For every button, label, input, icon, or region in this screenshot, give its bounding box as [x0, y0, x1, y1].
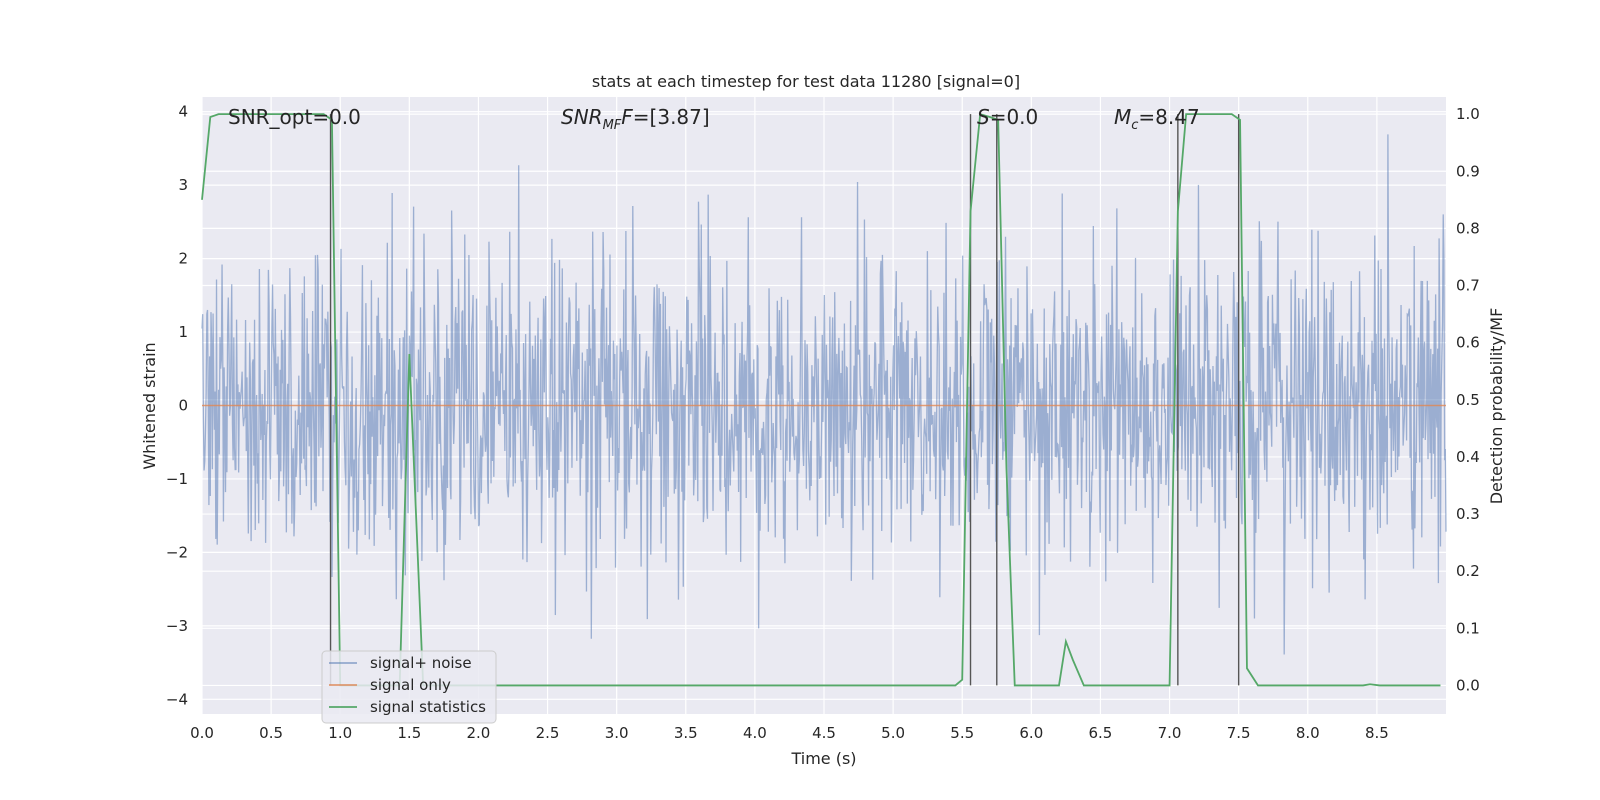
x-tick-label: 5.5: [950, 724, 974, 742]
y2-tick-label: 0.8: [1456, 219, 1480, 237]
x-tick-label: 6.0: [1019, 724, 1043, 742]
x-tick-label: 6.5: [1089, 724, 1113, 742]
y2-tick-label: 0.7: [1456, 277, 1480, 295]
x-tick-label: 2.0: [467, 724, 491, 742]
y-axis-label: Whitened strain: [140, 342, 159, 469]
chart-title: stats at each timestep for test data 112…: [592, 72, 1020, 91]
y2-axis-label: Detection probability/MF: [1487, 308, 1506, 505]
x-tick-label: 5.0: [881, 724, 905, 742]
y-tick-label: 4: [178, 103, 188, 121]
y-tick-label: −2: [166, 543, 188, 561]
x-tick-label: 3.5: [674, 724, 698, 742]
x-tick-label: 8.0: [1296, 724, 1320, 742]
y-tick-label: 3: [178, 176, 188, 194]
legend-label-signal-only: signal only: [370, 676, 451, 694]
y-tick-label: −1: [166, 470, 188, 488]
y-tick-label: −4: [166, 690, 188, 708]
y2-axis-ticks: 1.0 0.9 0.8 0.7 0.6 0.5 0.4 0.3 0.2 0.1 0.0: [1456, 105, 1480, 694]
annotation-snr-mf: SNRMFF=[3.87]: [561, 105, 710, 133]
annotation-snr-opt: SNR_opt=0.0: [228, 105, 361, 129]
y-tick-label: 0: [178, 397, 188, 415]
x-tick-label: 4.5: [812, 724, 836, 742]
x-tick-label: 0.5: [259, 724, 283, 742]
x-axis-label: Time (s): [790, 749, 856, 768]
y2-tick-label: 1.0: [1456, 105, 1480, 123]
x-tick-label: 2.5: [536, 724, 560, 742]
y2-tick-label: 0.0: [1456, 676, 1480, 694]
y2-tick-label: 0.9: [1456, 162, 1480, 180]
x-tick-label: 7.0: [1158, 724, 1182, 742]
vertical-markers: [329, 114, 1240, 686]
y2-tick-label: 0.2: [1456, 562, 1480, 580]
legend: signal+ noise signal only signal statist…: [321, 650, 497, 724]
annotation-mc: Mc=8.47: [1114, 105, 1200, 133]
y-tick-label: −3: [166, 617, 188, 635]
y2-tick-label: 0.5: [1456, 391, 1480, 409]
legend-label-signal-noise: signal+ noise: [370, 654, 472, 672]
y-tick-label: 1: [178, 323, 188, 341]
annotation-s: S=0.0: [977, 105, 1038, 129]
y2-tick-label: 0.6: [1456, 334, 1480, 352]
x-tick-label: 3.0: [605, 724, 629, 742]
y-tick-label: 2: [178, 250, 188, 268]
x-tick-label: 0.0: [190, 724, 214, 742]
x-tick-label: 1.0: [328, 724, 352, 742]
x-tick-label: 8.5: [1365, 724, 1389, 742]
y-axis-ticks: 4 3 2 1 0 −1 −2 −3 −4: [166, 103, 188, 709]
x-tick-label: 1.5: [397, 724, 421, 742]
x-tick-label: 4.0: [743, 724, 767, 742]
y2-tick-label: 0.4: [1456, 448, 1480, 466]
legend-label-signal-statistics: signal statistics: [370, 698, 486, 716]
y2-tick-label: 0.1: [1456, 619, 1480, 637]
x-axis-ticks: 0.0 0.5 1.0 1.5 2.0 2.5 3.0 3.5 4.0 4.5 5.0 5.5 6.0 6…: [190, 724, 1389, 742]
x-tick-label: 7.5: [1227, 724, 1251, 742]
y2-tick-label: 0.3: [1456, 505, 1480, 523]
